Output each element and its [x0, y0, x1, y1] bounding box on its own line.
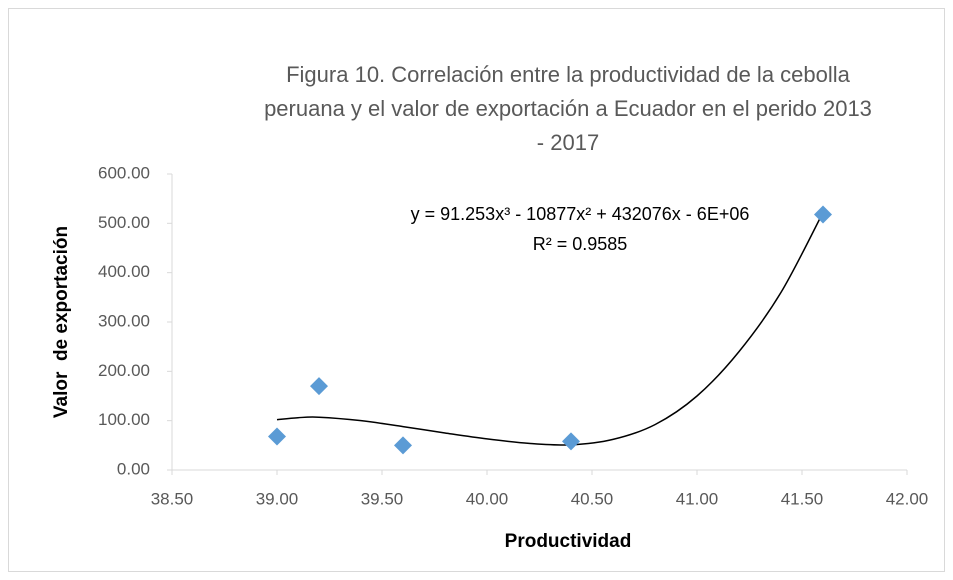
x-tick-label: 41.50 [781, 489, 824, 508]
chart-border [8, 8, 945, 572]
y-tick-label: 100.00 [98, 410, 150, 429]
y-tick-label: 300.00 [98, 311, 150, 330]
point [310, 377, 328, 396]
point [814, 205, 832, 224]
x-tick-label: 40.50 [571, 489, 614, 508]
x-tick-label: 40.00 [466, 489, 509, 508]
chart-title: Figura 10. Correlación entre la producti… [264, 62, 872, 155]
trendline-equation: y = 91.253x³ - 10877x² + 432076x - 6E+06 [411, 204, 750, 224]
y-tick-label: 200.00 [98, 361, 150, 380]
x-tick-label: 38.50 [151, 489, 194, 508]
y-axis-label: Valor de exportación [51, 226, 72, 418]
trendline [276, 212, 824, 446]
y-tick-label: 400.00 [98, 262, 150, 281]
x-tick-label: 39.00 [256, 489, 299, 508]
r-squared: R² = 0.9585 [533, 234, 628, 254]
x-axis-label: Productividad [505, 531, 632, 552]
point [562, 432, 580, 451]
x-tick-label: 41.00 [676, 489, 719, 508]
y-tick-label: 600.00 [98, 163, 150, 182]
y-tick-label: 0.00 [117, 459, 150, 478]
y-tick-label: 500.00 [98, 213, 150, 232]
x-tick-label: 42.00 [886, 489, 929, 508]
x-tick-label: 39.50 [361, 489, 404, 508]
point [394, 436, 412, 455]
point [268, 427, 286, 446]
